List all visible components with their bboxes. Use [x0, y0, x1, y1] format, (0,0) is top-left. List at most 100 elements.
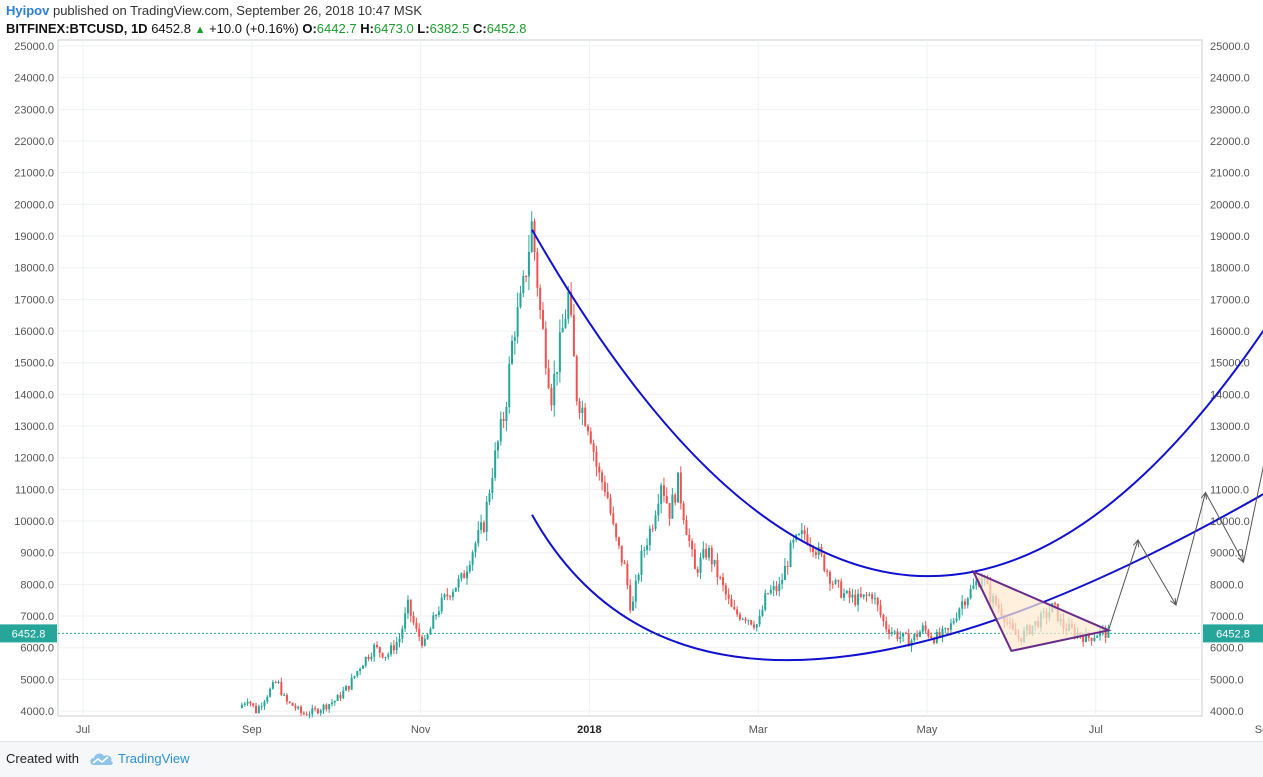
candle-body [964, 601, 966, 605]
candle-body [348, 686, 350, 690]
y-tick-label-left: 19000.0 [14, 231, 54, 243]
candle-body [418, 629, 420, 637]
candle-body [435, 615, 437, 616]
y-tick-label-right: 8000.0 [1210, 579, 1244, 591]
candle-body [953, 621, 955, 623]
candle-body [415, 623, 417, 629]
candle-body [503, 419, 505, 421]
candle-body [829, 572, 831, 584]
y-tick-label-right: 13000.0 [1210, 421, 1250, 433]
candle-body [590, 431, 592, 443]
candle-body [396, 642, 398, 650]
candle-body [362, 666, 364, 669]
y-tick-label-right: 12000.0 [1210, 453, 1250, 465]
candle-body [716, 560, 718, 577]
y-tick-label-left: 22000.0 [14, 136, 54, 148]
candle-body [697, 569, 699, 573]
candle-body [846, 591, 848, 593]
candle-body [278, 682, 280, 683]
candle-body [787, 566, 789, 567]
candle-body [747, 620, 749, 621]
published-text: published on TradingView.com, September … [53, 3, 422, 18]
candle-body [539, 288, 541, 310]
y-tick-label-right: 24000.0 [1210, 73, 1250, 85]
candle-body [413, 616, 415, 623]
candle-body [508, 364, 510, 407]
candle-body [708, 548, 710, 558]
candle-body [919, 632, 921, 637]
candle-body [522, 276, 524, 293]
candle-body [691, 541, 693, 549]
candle-body [927, 630, 929, 636]
candle-body [750, 620, 752, 624]
y-tick-label-right: 6000.0 [1210, 643, 1244, 655]
candle-body [733, 607, 735, 610]
candle-body [775, 586, 777, 591]
candle-body [241, 705, 243, 708]
candle-body [871, 594, 873, 599]
candle-body [463, 573, 465, 578]
candle-body [317, 709, 319, 713]
candle-body [742, 619, 744, 620]
candle-body [607, 492, 609, 498]
candle-body [249, 702, 251, 703]
candle-body [975, 581, 977, 585]
candle-body [390, 645, 392, 654]
candle-body [849, 591, 851, 598]
candle-body [866, 594, 868, 595]
candle-body [359, 669, 361, 671]
candle-body [725, 585, 727, 594]
candle-body [967, 598, 969, 605]
candle-body [404, 613, 406, 628]
candle-body [289, 702, 291, 703]
candle-body [438, 611, 440, 615]
candle-body [514, 337, 516, 341]
y-tick-label-right: 10000.0 [1210, 516, 1250, 528]
candle-body [939, 632, 941, 636]
up-arrow-icon: ▲ [195, 24, 206, 36]
close-label: C: [473, 21, 487, 36]
candle-body [666, 496, 668, 503]
candle-body [882, 615, 884, 621]
high-value: 6473.0 [374, 21, 414, 36]
candle-body [449, 596, 451, 597]
candle-body [505, 407, 507, 421]
publish-info: Hyipov published on TradingView.com, Sep… [6, 3, 422, 18]
candle-body [528, 252, 530, 276]
candle-body [655, 515, 657, 528]
candle-body [843, 593, 845, 598]
candle-body [894, 631, 896, 632]
candle-body [888, 629, 890, 634]
candle-body [688, 535, 690, 541]
candle-body [517, 307, 519, 337]
candle-body [469, 565, 471, 572]
candle-body [643, 550, 645, 551]
candle-body [314, 708, 316, 709]
candle-body [683, 503, 685, 520]
tradingview-cloud-icon[interactable] [88, 750, 114, 768]
candle-body [331, 703, 333, 705]
candle-body [1054, 603, 1056, 604]
candle-body [353, 676, 355, 678]
x-tick-label: Nov [411, 724, 431, 736]
candle-body [1082, 636, 1084, 642]
candle-body [297, 707, 299, 709]
candle-body [455, 588, 457, 592]
candle-body [680, 472, 682, 503]
author-link[interactable]: Hyipov [6, 3, 49, 18]
candle-body [798, 534, 800, 535]
candle-body [263, 702, 265, 707]
symbol-label[interactable]: BITFINEX:BTCUSD, 1D [6, 21, 148, 36]
candle-body [252, 703, 254, 705]
last-price-label-right: 6452.8 [1216, 628, 1250, 640]
candle-body [604, 482, 606, 492]
candle-body [328, 704, 330, 709]
candle-body [401, 629, 403, 639]
candle-body [646, 545, 648, 550]
candle-body [275, 682, 277, 683]
candle-body [280, 682, 282, 695]
candle-body [950, 623, 952, 629]
y-tick-label-left: 12000.0 [14, 453, 54, 465]
tradingview-link[interactable]: TradingView [118, 751, 190, 766]
